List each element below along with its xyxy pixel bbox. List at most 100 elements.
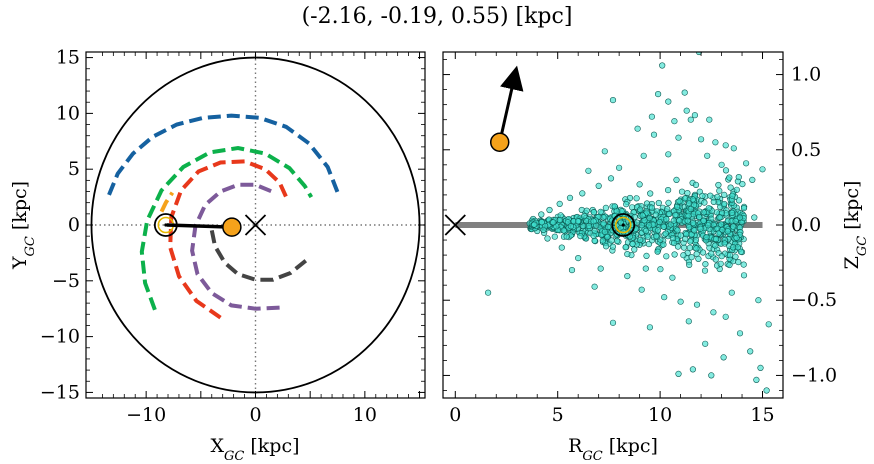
scatter-point [591,283,598,290]
scatter-point [566,194,574,201]
scatter-point [636,181,643,188]
scatter-point [729,244,737,251]
scatter-point [733,234,740,241]
scatter-point [681,195,689,202]
scatter-point [715,230,722,237]
spiral-arm-5 [190,182,280,311]
scatter-point [575,255,582,262]
spiral-arm-2 [159,191,175,213]
scatter-point [581,213,588,220]
scatter-point [558,244,565,251]
left-y-tick-label: −15 [40,381,80,403]
scatter-point [609,96,617,104]
left-x-tick-label: 0 [249,404,261,426]
scatter-point [653,233,660,240]
scatter-point [730,223,737,230]
scatter-point [556,200,563,207]
scatter-point [680,252,687,259]
scatter-point [697,225,704,232]
scatter-point [735,174,742,181]
left-x-tick-label: 10 [353,404,377,426]
scatter-point [700,217,707,224]
scatter-point [702,261,709,268]
star-marker [222,217,242,237]
right-x-tick-label: 0 [449,404,461,426]
scatter-point [673,203,681,210]
scatter-point [686,261,693,269]
scatter-point [708,250,715,257]
scatter-point [765,321,772,328]
rz-plane-panel: 0 5 10 15 −1.0 −0.5 0.0 0.5 1.0 RGC [kpc] ZGC [k… [442,51,870,464]
scatter-point [640,152,647,159]
scatter-point [722,142,729,149]
scatter-point [689,220,697,227]
scatter-point [693,245,700,252]
galactic-center-marker-rz [444,214,466,236]
scatter-point [716,187,723,194]
scatter-point [676,217,683,224]
scatter-point [684,217,691,224]
scatter-point [577,233,584,240]
scatter-point [590,232,597,239]
scatter-point [599,237,606,244]
scatter-point [671,251,678,258]
star-velocity-arrow [498,65,524,143]
spiral-arm-1 [107,113,341,196]
scatter-point [728,209,736,216]
scatter-point [643,252,650,259]
right-x-tick-label: 15 [750,404,774,426]
scatter-point [701,267,709,274]
scatter-point [735,197,743,204]
scatter-point [648,113,656,120]
spiral-arm-6 [208,224,308,282]
scatter-point [567,223,575,230]
scatter-point [660,241,667,248]
scatter-point [702,340,709,347]
scatter-point [642,227,650,234]
scatter-point [609,243,617,250]
scatter-point [710,198,717,205]
scatter-point [608,237,615,244]
scatter-point [737,248,745,255]
scatter-point [540,226,547,233]
sun-inner-ring-rz [614,216,632,234]
scatter-point [642,265,649,272]
xy-plane-panel: −10 0 10 −15 −10 −5 0 5 10 15 XGC [kpc] YGC [kpc] [9,47,426,464]
scatter-point [688,254,695,261]
scatter-point [705,222,712,229]
scatter-point [685,318,692,325]
scatter-point [683,107,690,114]
scatter-point [659,62,666,69]
scatter-point [638,222,645,229]
right-y-tick-label: 0.0 [791,214,821,236]
scatter-point [663,216,670,223]
scatter-point [691,112,699,119]
scatter-point [622,244,629,251]
scatter-point [605,223,612,231]
scatter-point [674,243,682,250]
scatter-point [707,192,714,199]
scatter-point [595,182,602,189]
scatter-point [747,348,754,355]
scatter-point [728,289,735,296]
scatter-point [546,206,553,214]
figure-title: (-2.16, -0.19, 0.55) [kpc] [301,4,573,29]
sun-center-dot-rz [621,223,625,227]
scatter-point [560,227,567,234]
spiral-arm-4 [168,159,290,320]
scatter-point [563,233,570,240]
scatter-point [602,243,610,250]
scatter-point [665,199,672,206]
scatter-point [677,232,684,239]
star-marker-rz [489,132,510,153]
scatter-point [597,265,604,272]
scatter-point [699,249,707,256]
scatter-point [661,294,668,301]
scatter-point [742,160,750,167]
scatter-point [740,261,747,268]
scatter-point [551,233,558,240]
scatter-point [699,192,706,199]
scatter-point [696,213,703,221]
right-x-axis-label: RGC [kpc] [568,435,658,464]
